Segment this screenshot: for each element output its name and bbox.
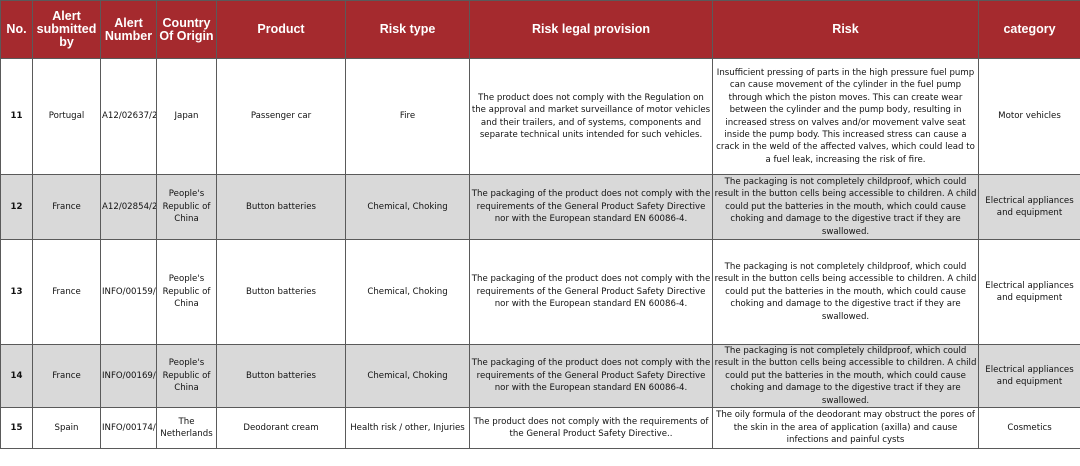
cell-legal-provision: The product does not comply with the Reg…: [469, 58, 713, 175]
cell-country: People's Republic of China: [156, 174, 217, 240]
alerts-table: No. Alert submitted by Alert Number Coun…: [0, 0, 1080, 450]
table-row: 11 Portugal A12/02637/23 Japan Passenger…: [0, 58, 1080, 175]
header-risk-legal-provision: Risk legal provision: [469, 0, 713, 59]
cell-no: 14: [0, 343, 33, 409]
cell-legal-provision: The packaging of the product does not co…: [469, 239, 713, 345]
cell-no: 15: [0, 407, 33, 450]
header-alert-submitted-by: Alert submitted by: [32, 0, 101, 59]
cell-product: Deodorant cream: [216, 407, 346, 450]
cell-country: People's Republic of China: [156, 343, 217, 409]
cell-product: Button batteries: [216, 174, 346, 240]
cell-legal-provision: The product does not comply with the req…: [469, 407, 713, 450]
cell-category: Motor vehicles: [978, 58, 1080, 175]
cell-no: 13: [0, 239, 33, 345]
cell-country: Japan: [156, 58, 217, 175]
cell-alert-number: INFO/00169/23: [100, 343, 157, 409]
cell-product: Button batteries: [216, 343, 346, 409]
header-risk-type: Risk type: [345, 0, 470, 59]
cell-submitted-by: Portugal: [32, 58, 101, 175]
cell-product: Button batteries: [216, 239, 346, 345]
cell-risk-type: Fire: [345, 58, 470, 175]
cell-risk-type: Chemical, Choking: [345, 174, 470, 240]
table-row: 13 France INFO/00159/23 People's Republi…: [0, 239, 1080, 345]
header-product: Product: [216, 0, 346, 59]
cell-submitted-by: France: [32, 239, 101, 345]
cell-alert-number: A12/02854/23: [100, 174, 157, 240]
cell-submitted-by: France: [32, 174, 101, 240]
header-alert-number: Alert Number: [100, 0, 157, 59]
cell-country: The Netherlands: [156, 407, 217, 450]
cell-risk-type: Health risk / other, Injuries: [345, 407, 470, 450]
cell-submitted-by: Spain: [32, 407, 101, 450]
cell-risk: The packaging is not completely childpro…: [712, 174, 979, 240]
header-country-of-origin: Country Of Origin: [156, 0, 217, 59]
cell-category: Electrical appliances and equipment: [978, 174, 1080, 240]
cell-risk: The packaging is not completely childpro…: [712, 239, 979, 345]
cell-submitted-by: France: [32, 343, 101, 409]
cell-risk: Insufficient pressing of parts in the hi…: [712, 58, 979, 175]
table-row: 14 France INFO/00169/23 People's Republi…: [0, 343, 1080, 409]
header-row: No. Alert submitted by Alert Number Coun…: [0, 0, 1080, 59]
cell-category: Cosmetics: [978, 407, 1080, 450]
cell-category: Electrical appliances and equipment: [978, 239, 1080, 345]
cell-alert-number: INFO/00174/23: [100, 407, 157, 450]
cell-risk-type: Chemical, Choking: [345, 343, 470, 409]
cell-legal-provision: The packaging of the product does not co…: [469, 174, 713, 240]
header-no: No.: [0, 0, 33, 59]
cell-category: Electrical appliances and equipment: [978, 343, 1080, 409]
cell-alert-number: INFO/00159/23: [100, 239, 157, 345]
header-risk: Risk: [712, 0, 979, 59]
cell-alert-number: A12/02637/23: [100, 58, 157, 175]
cell-risk: The packaging is not completely childpro…: [712, 343, 979, 409]
cell-no: 11: [0, 58, 33, 175]
cell-no: 12: [0, 174, 33, 240]
header-category: category: [978, 0, 1080, 59]
cell-risk: The oily formula of the deodorant may ob…: [712, 407, 979, 450]
cell-risk-type: Chemical, Choking: [345, 239, 470, 345]
table-row: 15 Spain INFO/00174/23 The Netherlands D…: [0, 407, 1080, 450]
cell-legal-provision: The packaging of the product does not co…: [469, 343, 713, 409]
table-row: 12 France A12/02854/23 People's Republic…: [0, 174, 1080, 240]
cell-country: People's Republic of China: [156, 239, 217, 345]
cell-product: Passenger car: [216, 58, 346, 175]
